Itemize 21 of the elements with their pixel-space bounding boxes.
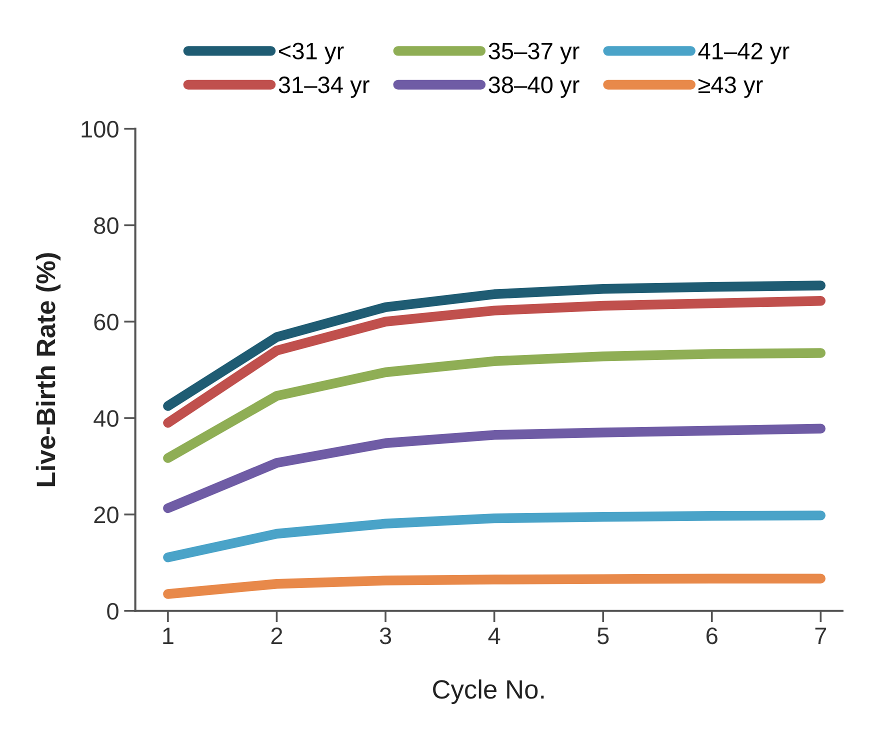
y-tick-label: 80: [94, 217, 118, 234]
x-tick-label: 3: [380, 627, 392, 644]
legend-label: 31–34 yr: [278, 76, 370, 98]
legend-label: 35–37 yr: [488, 42, 580, 64]
y-tick-label: 0: [107, 602, 118, 620]
y-tick-label: 60: [94, 314, 118, 330]
y-tick-label: 100: [82, 120, 118, 138]
legend-label: 38–40 yr: [488, 76, 580, 98]
x-tick-label: 2: [271, 627, 282, 644]
x-axis-title: Cycle No.: [433, 679, 544, 704]
x-tick-label: 7: [815, 628, 826, 644]
y-tick-label: 40: [94, 410, 118, 427]
x-tick-label: 6: [706, 627, 718, 644]
y-axis-title: Live-Birth Rate (%): [36, 253, 61, 486]
x-tick-label: 1: [163, 628, 174, 644]
legend-label: 41–42 yr: [698, 42, 790, 64]
legend-label: <31 yr: [279, 42, 344, 64]
y-tick-label: 20: [94, 506, 118, 524]
x-tick-label: 5: [597, 628, 609, 644]
legend-label: ≥43 yr: [698, 76, 763, 98]
x-tick-label: 4: [488, 628, 500, 644]
